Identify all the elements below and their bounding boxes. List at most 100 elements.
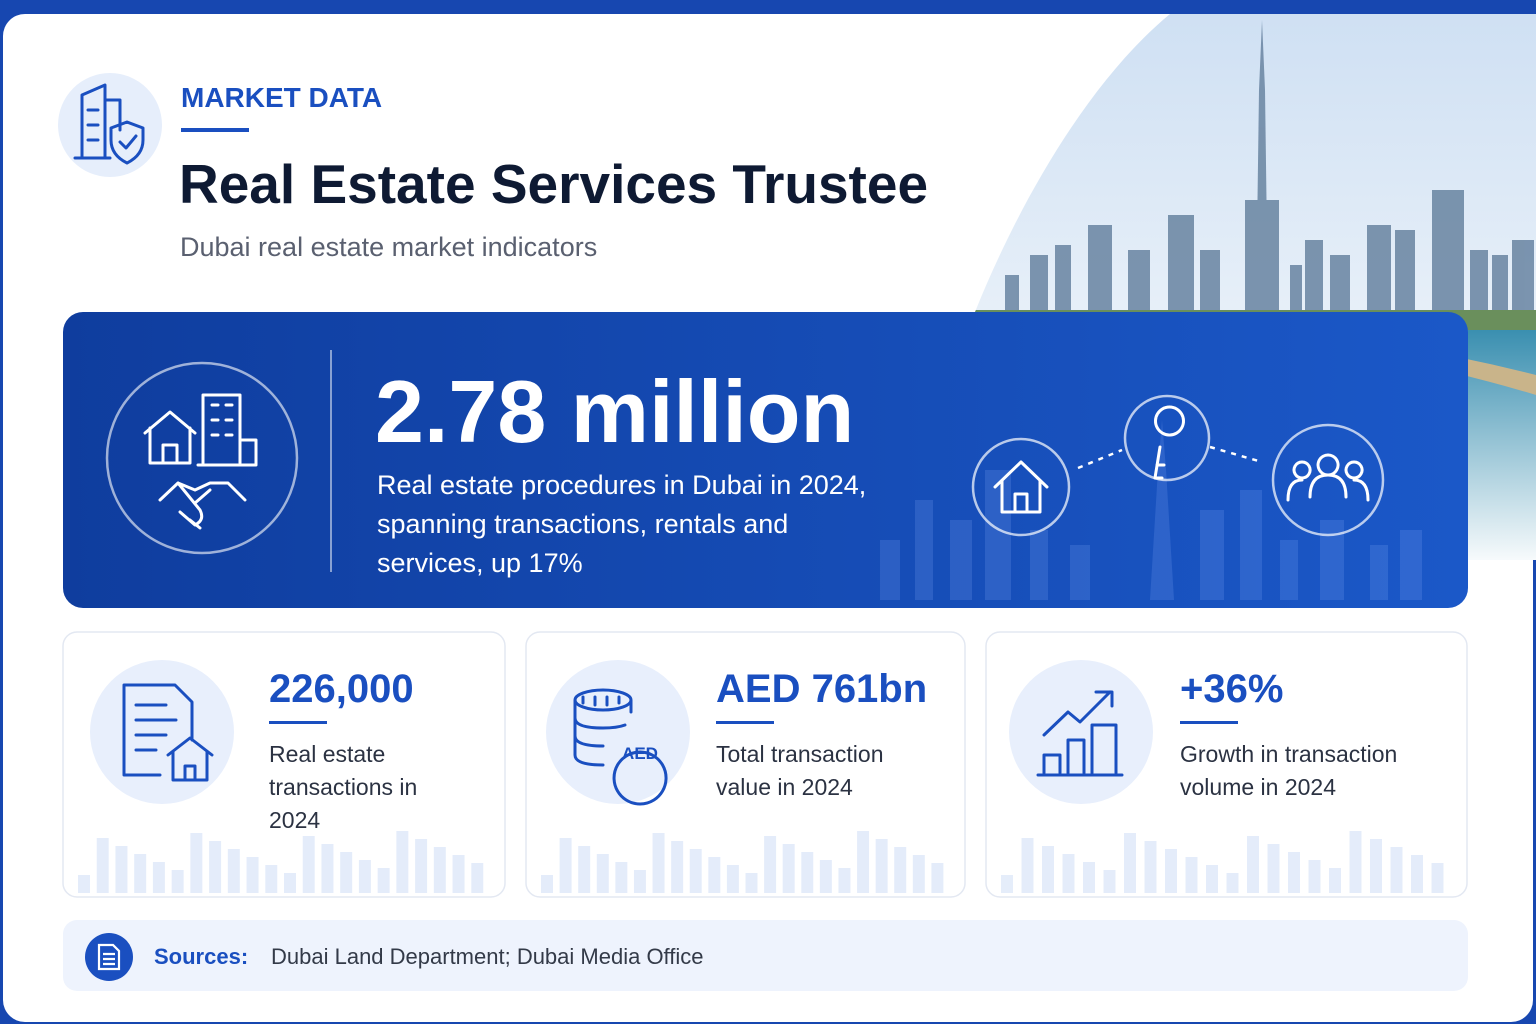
skyline-building <box>1390 847 1403 893</box>
hero-panel <box>63 312 1468 608</box>
hero-icon <box>105 361 299 555</box>
skyline-building <box>96 838 109 893</box>
stat-icon <box>122 683 214 782</box>
stat-description: volume in 2024 <box>1180 774 1336 800</box>
stat-description: Real estate <box>269 741 385 767</box>
skyline-building <box>1001 875 1013 893</box>
skyline-building <box>1103 870 1116 893</box>
skyline-building <box>471 863 484 893</box>
skyline-building <box>1062 854 1075 893</box>
hero-description: Real estate procedures in Dubai in 2024, <box>377 470 866 500</box>
hero-description: spanning transactions, rentals and <box>377 509 788 539</box>
skyline-building <box>171 870 184 893</box>
skyline-building <box>78 875 90 893</box>
skyline-building <box>1308 860 1321 893</box>
stat-value: AED 761bn <box>716 667 927 711</box>
skyline-building <box>1124 833 1136 893</box>
card-skyline <box>541 831 944 893</box>
hero-value: 2.78 million <box>375 362 854 461</box>
skyline-building <box>615 862 628 893</box>
skyline-building <box>596 854 609 893</box>
skyline-building <box>559 838 572 893</box>
key-icon <box>1123 394 1211 482</box>
stat-icon <box>1036 690 1124 777</box>
connector <box>1077 445 1263 470</box>
skyline-building <box>340 852 353 893</box>
skyline-building <box>819 860 832 893</box>
skyline-building <box>1144 841 1157 893</box>
stat-value: 226,000 <box>269 667 414 711</box>
skyline-building <box>1267 844 1280 893</box>
skyline-building <box>1083 862 1095 893</box>
home-icon <box>971 437 1071 537</box>
skyline-building <box>912 855 925 893</box>
skyline-building <box>1288 852 1300 893</box>
skyline-building <box>246 857 259 893</box>
people-icon <box>1271 423 1385 537</box>
kicker-underline <box>181 128 249 132</box>
skyline-building <box>115 846 128 893</box>
stat-icon-bg <box>1009 660 1153 804</box>
skyline-building <box>134 854 147 893</box>
skyline-building <box>302 836 315 893</box>
card-skyline <box>78 831 484 893</box>
stat-icon-label: AED <box>622 744 658 763</box>
skyline-building <box>1411 855 1423 893</box>
skyline-building <box>782 844 795 893</box>
skyline-building <box>227 849 240 893</box>
skyline-building <box>152 862 165 893</box>
stat-description: Total transaction <box>716 741 883 767</box>
stat-description: 2024 <box>269 807 320 833</box>
skyline-building <box>801 852 814 893</box>
skyline-building <box>265 865 278 893</box>
skyline-building <box>209 841 222 893</box>
skyline-building <box>671 841 684 893</box>
stat-icon-bg <box>546 660 690 804</box>
skyline-building <box>708 857 721 893</box>
skyline-building <box>764 836 777 893</box>
subtitle: Dubai real estate market indicators <box>180 232 597 262</box>
skyline-building <box>578 846 591 893</box>
skyline-building <box>396 831 409 893</box>
skyline-building <box>1165 849 1177 893</box>
stat-description: value in 2024 <box>716 774 853 800</box>
skyline-building <box>1247 836 1259 893</box>
skyline-building <box>541 875 553 893</box>
stat-underline <box>716 721 774 724</box>
skyline-building <box>1206 865 1218 893</box>
skyline-building <box>633 870 646 893</box>
stat-icon <box>573 688 668 806</box>
stat-icon-bg <box>90 660 234 804</box>
skyline-building <box>1021 838 1034 893</box>
sources-bar <box>63 920 1468 991</box>
hero-description: services, up 17% <box>377 548 583 578</box>
stat-description: transactions in <box>269 774 417 800</box>
skyline-building <box>1185 857 1198 893</box>
stat-underline <box>269 721 327 724</box>
sources-text: Dubai Land Department; Dubai Media Offic… <box>271 944 704 969</box>
sources-label: Sources: <box>154 944 248 969</box>
card-skyline <box>1001 831 1444 893</box>
stat-value: +36% <box>1180 667 1283 711</box>
kicker: MARKET DATA <box>181 82 382 113</box>
skyline-building <box>726 865 739 893</box>
skyline-building <box>433 847 446 893</box>
skyline-building <box>1042 846 1054 893</box>
stat-underline <box>1180 721 1238 724</box>
skyline-building <box>190 833 203 893</box>
skyline-building <box>1226 873 1239 893</box>
skyline-building <box>377 868 390 893</box>
skyline-building <box>875 839 888 893</box>
skyline-building <box>1349 831 1362 893</box>
skyline-building <box>452 855 465 893</box>
skyline-building <box>1431 863 1444 893</box>
skyline-building <box>931 863 944 893</box>
sources-icon <box>85 933 133 981</box>
stat-description: Growth in transaction <box>1180 741 1397 767</box>
skyline-building <box>894 847 907 893</box>
skyline-building <box>321 844 334 893</box>
header-icon <box>58 73 162 177</box>
skyline-building <box>1329 868 1341 893</box>
skyline-building <box>358 860 371 893</box>
